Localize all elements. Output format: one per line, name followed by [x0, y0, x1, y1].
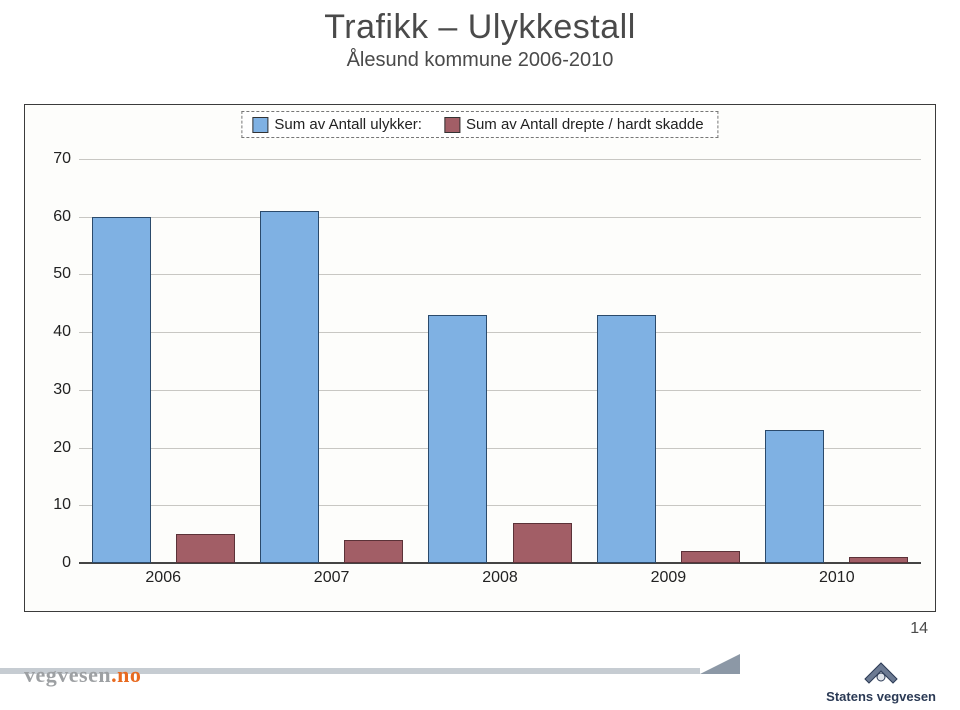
brand-suffix: .no [111, 662, 141, 687]
y-tick-label: 60 [53, 208, 79, 226]
page-subtitle: Ålesund kommune 2006-2010 [0, 49, 960, 72]
x-tick-label: 2006 [145, 563, 181, 587]
gridline [79, 274, 921, 275]
chart-bar [597, 315, 656, 563]
brand-logo-left: vegvesen.no [24, 662, 141, 688]
chart-plot-area: 01020304050607020062007200820092010 [79, 159, 921, 563]
legend-item-2: Sum av Antall drepte / hardt skadde [444, 116, 704, 133]
legend-swatch-1 [252, 117, 268, 133]
footer-wedge [700, 654, 740, 674]
chart-bar [513, 523, 572, 563]
chart-card: Sum av Antall ulykker: Sum av Antall dre… [24, 104, 936, 612]
legend-label-1: Sum av Antall ulykker: [274, 116, 422, 133]
chart-bar [849, 557, 908, 563]
page-number: 14 [910, 620, 928, 638]
brand-emblem-icon [861, 657, 901, 687]
y-tick-label: 70 [53, 150, 79, 168]
gridline [79, 332, 921, 333]
y-tick-label: 50 [53, 265, 79, 283]
gridline [79, 159, 921, 160]
y-tick-label: 20 [53, 439, 79, 457]
brand-name: vegvesen [24, 662, 111, 687]
x-tick-label: 2010 [819, 563, 855, 587]
chart-bar [681, 551, 740, 563]
brand-right-label: Statens vegvesen [826, 689, 936, 704]
chart-bar [92, 217, 151, 563]
y-tick-label: 40 [53, 323, 79, 341]
gridline [79, 390, 921, 391]
legend-swatch-2 [444, 117, 460, 133]
chart-bar [344, 540, 403, 563]
brand-logo-right: Statens vegvesen [826, 657, 936, 704]
y-tick-label: 0 [62, 554, 79, 572]
chart-bar [428, 315, 487, 563]
gridline [79, 217, 921, 218]
x-tick-label: 2008 [482, 563, 518, 587]
legend-label-2: Sum av Antall drepte / hardt skadde [466, 116, 704, 133]
x-tick-label: 2007 [314, 563, 350, 587]
x-tick-label: 2009 [651, 563, 687, 587]
legend-item-1: Sum av Antall ulykker: [252, 116, 422, 133]
y-tick-label: 10 [53, 496, 79, 514]
chart-bar [765, 430, 824, 563]
page-title: Trafikk – Ulykkestall [0, 8, 960, 47]
chart-bar [260, 211, 319, 563]
chart-legend: Sum av Antall ulykker: Sum av Antall dre… [241, 111, 718, 138]
chart-bar [176, 534, 235, 563]
title-block: Trafikk – Ulykkestall Ålesund kommune 20… [0, 8, 960, 72]
y-tick-label: 30 [53, 381, 79, 399]
